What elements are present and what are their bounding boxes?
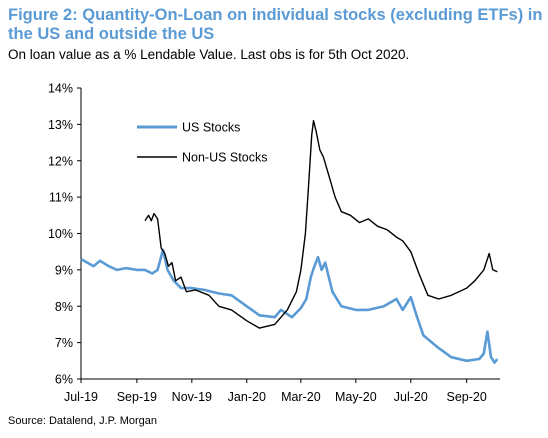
x-tick-label: Nov-19 — [172, 390, 212, 404]
legend-label: US Stocks — [182, 121, 240, 135]
legend: US Stocks Non-US Stocks — [137, 121, 267, 165]
x-tick-label: Jan-20 — [228, 390, 266, 404]
series-line-non-us-stocks — [144, 120, 498, 329]
x-tick-label: Mar-20 — [281, 390, 321, 404]
x-tick-label: May-20 — [335, 390, 377, 404]
x-axis: Jul-19 Sep-19 Nov-19 Jan-20 Mar-20 May-20 Jul-… — [64, 378, 500, 404]
y-tick-label: 11% — [49, 191, 73, 205]
y-tick-label: 12% — [48, 154, 73, 168]
y-tick-label: 7% — [55, 336, 73, 350]
y-axis: 6% 7% 8% 9% 10% 11% 12% 13% 14% — [48, 82, 82, 387]
source-note: Source: Datalend, J.P. Morgan — [8, 415, 157, 427]
y-tick-label: 14% — [48, 82, 73, 96]
series-layer — [80, 120, 499, 364]
y-tick-label: 13% — [48, 118, 73, 132]
y-tick-label: 8% — [55, 300, 73, 314]
y-tick-label: 10% — [48, 227, 73, 241]
chart-subtitle: On loan value as a % Lendable Value. Las… — [8, 47, 410, 62]
series-line-us-stocks — [80, 248, 499, 364]
x-tick-label: Sep-19 — [117, 390, 157, 404]
x-tick-label: Jul-19 — [64, 390, 98, 404]
x-tick-label: Jul-20 — [394, 390, 428, 404]
x-tick-label: Sep-20 — [447, 390, 487, 404]
y-tick-label: 6% — [55, 373, 73, 387]
chart-title: Figure 2: Quantity-On-Loan on individual… — [8, 6, 543, 43]
y-tick-label: 9% — [55, 263, 73, 277]
legend-label: Non-US Stocks — [182, 151, 267, 165]
